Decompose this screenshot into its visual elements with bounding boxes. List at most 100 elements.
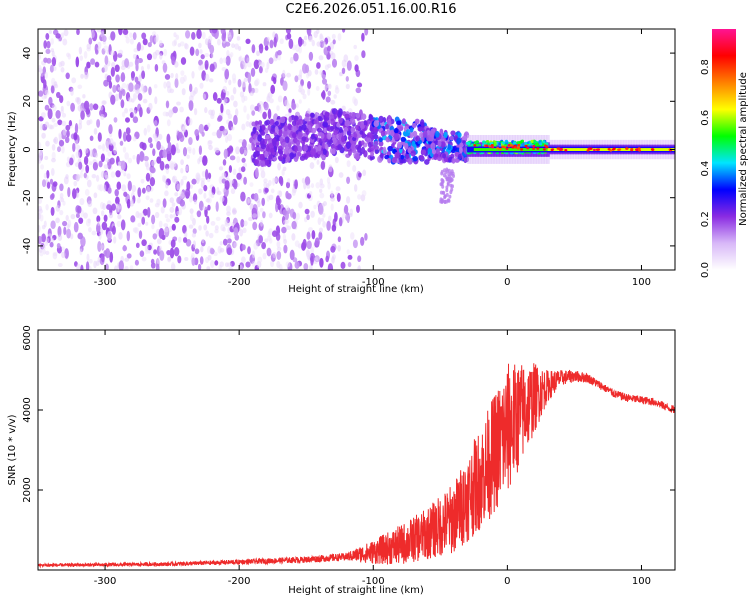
- spectrogram-cell: [341, 67, 346, 75]
- spectrogram-cell: [188, 194, 193, 203]
- spectrogram-cell: [134, 259, 139, 266]
- spectrogram-cell: [224, 219, 229, 225]
- spectrogram-cell: [134, 58, 139, 67]
- spectrogram-cell: [79, 171, 83, 179]
- spectrogram-cell: [298, 125, 303, 132]
- spectrogram-cell: [139, 45, 145, 51]
- spectrogram-cell: [66, 52, 70, 58]
- spectrogram-cell: [57, 146, 61, 153]
- spectrogram-cell: [210, 220, 216, 226]
- spectrogram-cell: [260, 61, 265, 68]
- spectrogram-cell: [515, 148, 518, 151]
- spectrogram-cell: [400, 136, 407, 142]
- spectrogram-cell: [303, 145, 308, 152]
- spectrogram-cell: [330, 190, 334, 197]
- spectrogram-cell: [133, 94, 137, 101]
- spectrogram-cell: [53, 66, 57, 71]
- spectrogram-cell: [77, 84, 83, 89]
- spectrogram-cell: [246, 57, 250, 63]
- spectrogram-cell: [330, 245, 336, 253]
- spectrogram-cell: [202, 93, 207, 100]
- spectrogram-cell: [276, 50, 282, 56]
- spectrogram-cell: [226, 211, 231, 216]
- spectrogram-cell: [316, 62, 321, 69]
- spectrogram-cell: [109, 138, 114, 146]
- spectrogram-cell: [177, 131, 183, 139]
- spectrogram-cell: [102, 202, 106, 211]
- spectrogram-cell: [486, 140, 490, 144]
- spectrogram-cell: [180, 70, 185, 76]
- spectrogram-cell: [289, 152, 295, 160]
- spectrogram-cell: [207, 172, 212, 180]
- spectrogram-cell: [92, 161, 98, 171]
- spectrogram-cell: [176, 210, 181, 216]
- spectrogram-cell: [335, 186, 341, 192]
- spectrogram-cell: [101, 143, 106, 152]
- spectrogram-cell: [110, 171, 116, 178]
- spectrogram-cell: [291, 233, 296, 241]
- spectrogram-cell: [136, 153, 140, 165]
- spectrogram-cell: [268, 57, 274, 65]
- spectrogram-cell: [68, 157, 74, 166]
- spectrogram-cell: [470, 143, 474, 147]
- spectrogram-cell: [417, 126, 424, 132]
- spectrogram-cell: [96, 119, 101, 128]
- spectrogram-cell: [164, 213, 169, 219]
- spectrogram-cell: [482, 140, 486, 144]
- spectrogram-cell: [253, 59, 260, 70]
- spectrogram-cell: [92, 207, 98, 215]
- spectrogram-cell: [222, 57, 227, 64]
- spectrogram-cell: [629, 148, 632, 151]
- spectrogram-cell: [143, 155, 149, 162]
- spectrogram-cell: [207, 35, 213, 44]
- spectrogram-cell: [71, 188, 77, 200]
- spectrogram-cell: [155, 34, 159, 42]
- spectrogram-cell: [209, 63, 215, 73]
- spectrogram-cell: [171, 40, 177, 47]
- spectrogram-cell: [132, 136, 137, 142]
- spectrogram-cell: [88, 258, 93, 264]
- spectrogram-cell: [489, 148, 492, 151]
- spectrogram-cell: [185, 165, 189, 172]
- spectrogram-cell: [89, 119, 93, 125]
- spectrogram-x-ticks: -300 -200 -100 0 100: [94, 29, 651, 288]
- spectrogram-cell: [39, 251, 44, 257]
- spectrogram-cell: [201, 238, 205, 244]
- spectrogram-cell: [137, 212, 143, 219]
- spectrogram-cell: [542, 148, 546, 151]
- spectrogram-cell: [45, 237, 50, 244]
- spectrogram-cell: [330, 99, 336, 105]
- spectrogram-cell: [188, 117, 193, 126]
- spectrogram-cell: [76, 144, 81, 151]
- spectrogram-cell: [360, 236, 365, 247]
- spectrogram-cell: [446, 169, 450, 173]
- spectrogram-cell: [116, 181, 122, 190]
- spectrogram-cell: [276, 105, 280, 111]
- spectrogram-cell: [337, 144, 343, 150]
- spectrogram-cell: [209, 44, 215, 54]
- spectrogram-cell: [215, 216, 221, 221]
- spectrogram-cell: [202, 206, 208, 211]
- spectrogram-cell: [540, 148, 543, 151]
- spectrogram-cell: [171, 261, 175, 269]
- spectrogram-cell: [452, 145, 457, 151]
- spectrogram-cell: [154, 136, 159, 143]
- spectrogram-cell: [117, 205, 122, 210]
- spectrogram-cell: [210, 113, 215, 120]
- snr-y-ticks: 2000 4000 6000: [22, 325, 675, 503]
- spectrogram-cell: [77, 205, 82, 214]
- spectrogram-cell: [284, 136, 290, 144]
- spectrogram-cell: [77, 232, 83, 240]
- spectrogram-cell: [269, 118, 275, 127]
- colorbar-label: Normalized spectral amplitude: [738, 72, 749, 226]
- spectrogram-cell: [556, 147, 560, 150]
- spectrogram-cell: [107, 187, 112, 194]
- spectrogram-cell: [448, 194, 452, 199]
- spectrogram-cell: [484, 148, 487, 151]
- spectrogram-cell: [322, 221, 326, 228]
- spectrogram-cell: [546, 148, 549, 151]
- spectrogram-cell: [222, 188, 226, 193]
- spectrogram-cell: [516, 141, 520, 145]
- spectrogram-cell: [111, 62, 116, 68]
- spectrogram-cell: [517, 143, 521, 147]
